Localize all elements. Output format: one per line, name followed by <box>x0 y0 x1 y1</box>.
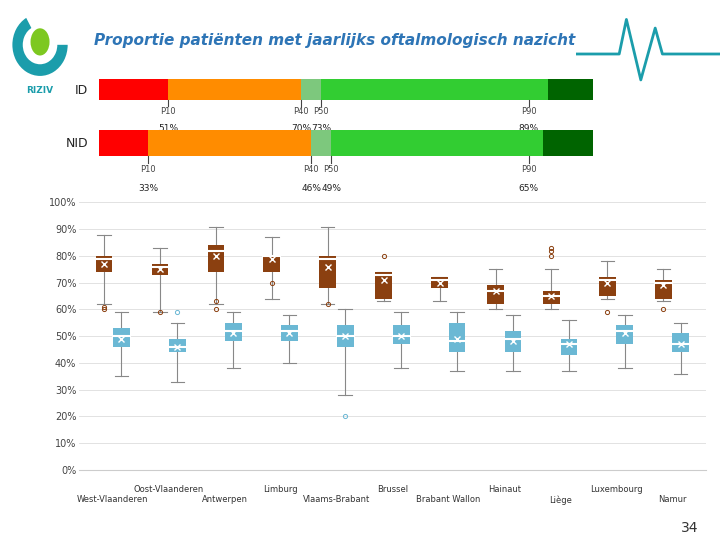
Bar <box>672 334 689 352</box>
Bar <box>449 323 465 352</box>
Bar <box>561 339 577 355</box>
Bar <box>281 326 297 341</box>
Bar <box>168 79 302 100</box>
Bar <box>487 285 504 304</box>
Text: ID: ID <box>75 84 89 97</box>
Text: Brabant Wallon: Brabant Wallon <box>416 496 480 504</box>
Text: 70%: 70% <box>292 124 312 133</box>
Text: P40: P40 <box>294 107 310 117</box>
Text: Luxembourg: Luxembourg <box>590 485 642 494</box>
Bar <box>544 130 593 156</box>
Text: 33%: 33% <box>138 184 158 193</box>
Bar <box>543 291 560 304</box>
Text: Brussel: Brussel <box>377 485 408 494</box>
Bar <box>331 130 544 156</box>
Wedge shape <box>23 25 58 64</box>
Ellipse shape <box>30 28 50 56</box>
Text: P40: P40 <box>304 165 319 174</box>
Text: P90: P90 <box>521 107 536 117</box>
Bar <box>152 264 168 275</box>
Bar <box>169 339 186 352</box>
Bar <box>311 130 331 156</box>
Bar <box>320 256 336 288</box>
Text: 73%: 73% <box>311 124 331 133</box>
Text: P10: P10 <box>161 107 176 117</box>
Bar <box>99 130 148 156</box>
Bar <box>207 245 224 272</box>
Text: Proportie patiënten met jaarlijks oftalmologisch nazicht: Proportie patiënten met jaarlijks oftalm… <box>94 33 575 48</box>
Text: 65%: 65% <box>518 184 539 193</box>
Bar <box>549 79 593 100</box>
Wedge shape <box>12 18 68 76</box>
Bar <box>148 130 311 156</box>
Text: P50: P50 <box>323 165 339 174</box>
Bar <box>505 331 521 352</box>
Bar <box>321 79 549 100</box>
Bar <box>375 272 392 299</box>
Bar <box>99 79 168 100</box>
Bar <box>225 323 242 341</box>
Bar <box>302 79 321 100</box>
Text: 34: 34 <box>681 521 698 535</box>
Text: P90: P90 <box>521 165 536 174</box>
Text: Namur: Namur <box>658 496 686 504</box>
Bar <box>96 256 112 272</box>
Text: Oost-Vlaanderen: Oost-Vlaanderen <box>134 485 204 494</box>
Bar <box>264 256 280 272</box>
Bar <box>113 328 130 347</box>
Text: NID: NID <box>66 137 89 150</box>
Bar <box>599 278 616 296</box>
Text: 46%: 46% <box>301 184 321 193</box>
Text: P10: P10 <box>140 165 156 174</box>
Text: 51%: 51% <box>158 124 178 133</box>
Text: Vlaams-Brabant: Vlaams-Brabant <box>303 496 370 504</box>
Bar <box>392 326 410 344</box>
Text: P50: P50 <box>313 107 329 117</box>
Text: Antwerpen: Antwerpen <box>202 496 248 504</box>
Text: West-Vlaanderen: West-Vlaanderen <box>77 496 148 504</box>
Text: Hainaut: Hainaut <box>487 485 521 494</box>
Bar <box>655 280 672 299</box>
Text: 49%: 49% <box>321 184 341 193</box>
Text: 89%: 89% <box>518 124 539 133</box>
Text: Liège: Liège <box>549 496 572 505</box>
Bar <box>431 278 448 288</box>
Text: Limburg: Limburg <box>264 485 298 494</box>
Text: RIZIV: RIZIV <box>27 86 53 95</box>
Bar <box>337 326 354 347</box>
Bar <box>616 326 633 344</box>
